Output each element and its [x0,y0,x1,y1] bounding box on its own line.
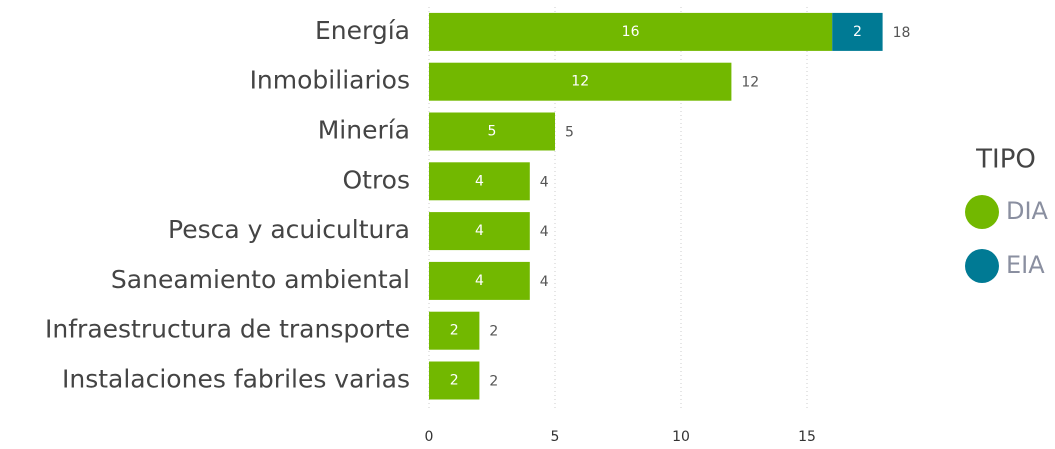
bar-label: 2 [450,373,459,389]
x-tick-label: 0 [425,429,434,445]
bar-label: 4 [475,223,484,239]
y-tick-label: Instalaciones fabriles varias [62,365,410,394]
bar [832,12,883,51]
total-label: 2 [489,324,498,340]
total-label: 18 [893,25,911,41]
bar [429,261,530,300]
y-tick-label: Minería [318,116,410,145]
bar [429,112,555,151]
total-label: 12 [741,75,759,91]
bar-label: 2 [450,323,459,339]
bar-label: 16 [622,24,640,40]
y-tick-label: Pesca y acuicultura [168,215,410,244]
bar [429,12,833,51]
total-label: 5 [565,125,574,141]
legend-label: DIA [1006,197,1049,225]
total-label: 4 [540,224,549,240]
bar [429,162,530,201]
bar-label: 2 [853,24,862,40]
y-tick-label: Energía [315,16,410,45]
bar-label: 5 [488,124,497,140]
total-label: 4 [540,174,549,190]
legend-swatch [965,249,999,283]
x-tick-label: 5 [551,429,560,445]
bar-label: 4 [475,173,484,189]
x-tick-label: 10 [672,429,690,445]
legend-label: EIA [1006,251,1045,279]
bar [429,212,530,251]
y-tick-label: Otros [342,165,410,194]
legend-swatch [965,195,999,229]
bar-label: 12 [571,74,589,90]
legend-title: TIPO [975,145,1036,175]
bar [429,62,732,101]
y-tick-label: Infraestructura de transporte [45,315,410,344]
total-label: 2 [489,374,498,390]
y-tick-label: Saneamiento ambiental [111,265,410,294]
y-tick-label: Inmobiliarios [250,66,410,95]
x-tick-label: 15 [798,429,816,445]
bar [429,361,480,400]
bar-label: 4 [475,273,484,289]
total-label: 4 [540,274,549,290]
bar [429,311,480,350]
